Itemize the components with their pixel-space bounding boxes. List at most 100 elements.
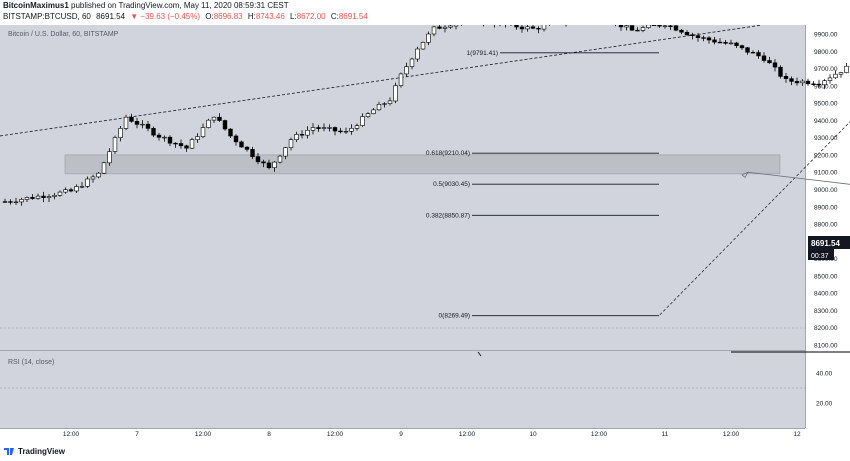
time-axis-ticks: 12:00 7 12:00 8 12:00 9 12:00 10 12:00 11 12:00 12 xyxy=(63,431,801,438)
author-name[interactable]: BitcoinMaximus1 xyxy=(3,1,69,10)
candle-body xyxy=(827,77,833,82)
candle-body xyxy=(112,137,118,152)
rsi-axis-ticks: 40.00 20.00 xyxy=(816,371,833,408)
candle-body xyxy=(530,26,536,29)
close-label: C: xyxy=(330,12,339,21)
close-value: 8691.54 xyxy=(338,12,368,21)
candle-body xyxy=(404,66,409,75)
price-tick-label: 9700.00 xyxy=(814,66,838,73)
price-tick-label: 8500.00 xyxy=(814,273,838,280)
candle-body xyxy=(167,136,173,144)
price-axis xyxy=(805,25,850,428)
candle-body xyxy=(833,73,838,79)
candle-body xyxy=(272,161,277,169)
candle-body xyxy=(805,80,811,85)
candle-body xyxy=(129,116,134,122)
price-tick-label: 9900.00 xyxy=(814,32,838,39)
zone-rect[interactable] xyxy=(64,154,781,175)
price-tick-label: 8800.00 xyxy=(814,222,838,229)
candle-body xyxy=(635,29,640,32)
fib-level-label: 0.5(9030.45) xyxy=(433,181,470,188)
price-tick-label: 8900.00 xyxy=(814,204,838,211)
price-tick-label: 8100.00 xyxy=(814,343,838,350)
candle-body xyxy=(294,134,299,140)
footer-brand[interactable]: TradingView xyxy=(18,447,65,456)
candle-body xyxy=(30,197,35,199)
candle-body xyxy=(651,24,657,26)
candle-body xyxy=(734,42,739,46)
candle-body xyxy=(19,199,24,203)
time-tick-label: 12:00 xyxy=(63,431,80,438)
fib-level-label: 1(9791.41) xyxy=(467,50,498,57)
high-value: 8743.46 xyxy=(255,12,285,21)
candle-body xyxy=(717,41,723,44)
rsi-title: RSI (14, close) xyxy=(8,359,54,366)
candle-body xyxy=(145,123,151,129)
candle-body xyxy=(844,65,849,73)
published-text: published on TradingView.com, May 11, 20… xyxy=(71,1,289,10)
candle-body xyxy=(811,83,816,85)
candle-body xyxy=(134,121,140,125)
candle-body xyxy=(255,156,261,163)
candle-body xyxy=(640,27,646,31)
footer: TradingView xyxy=(0,441,850,461)
price-tick-label: 9300.00 xyxy=(814,135,838,142)
candle-body xyxy=(772,62,778,68)
time-tick-label: 8 xyxy=(267,431,271,438)
price-tick-label: 9200.00 xyxy=(814,152,838,159)
time-tick-label: 11 xyxy=(662,431,669,438)
last-price: 8691.54 xyxy=(96,12,126,21)
candle-body xyxy=(767,60,772,64)
trendline-segment[interactable] xyxy=(0,24,761,137)
candle-body xyxy=(365,113,371,117)
candle-body xyxy=(822,80,827,86)
rsi-tick-label: 40.00 xyxy=(816,371,833,378)
candle-body xyxy=(200,127,206,137)
price-tick-label: 9500.00 xyxy=(814,101,838,108)
candle-body xyxy=(789,78,794,82)
candle-body xyxy=(673,25,679,31)
projection-arrow-line[interactable] xyxy=(747,171,850,238)
candle-body xyxy=(90,176,96,180)
open-label: O: xyxy=(205,12,214,21)
support-zone[interactable] xyxy=(64,154,781,175)
candle-body xyxy=(349,128,354,132)
price-tick-label: 9000.00 xyxy=(814,187,838,194)
fibonacci-retracement[interactable]: 1(9791.41) 0.618(9210.04) 0.5(9030.45) 0.38… xyxy=(426,50,850,320)
candle-body xyxy=(222,120,228,130)
candle-body xyxy=(420,41,426,50)
candle-body xyxy=(57,191,63,196)
price-tick-label: 9400.00 xyxy=(814,118,838,125)
fib-trend-line[interactable] xyxy=(658,53,850,316)
candle-body xyxy=(118,128,123,138)
candle-body xyxy=(536,27,541,30)
candle-body xyxy=(739,45,745,49)
candle-body xyxy=(668,25,673,27)
candle-body xyxy=(288,139,294,148)
candle-body xyxy=(376,104,382,111)
tradingview-logo-icon xyxy=(4,448,14,455)
candle-body xyxy=(63,189,68,193)
trendline[interactable] xyxy=(0,24,761,137)
rsi-pane-background xyxy=(0,351,805,428)
candle-body xyxy=(233,135,239,143)
rsi-line xyxy=(731,351,850,353)
countdown-label: 00:37 xyxy=(808,249,834,260)
price-tick-label: 8400.00 xyxy=(814,291,838,298)
candle-body xyxy=(393,85,398,102)
candle-body xyxy=(244,146,250,150)
candle-body xyxy=(431,26,437,35)
candle-body xyxy=(745,47,750,53)
candle-body xyxy=(2,201,8,203)
candle-body xyxy=(173,142,178,145)
candle-body xyxy=(415,48,420,60)
price-tick-label: 9600.00 xyxy=(814,83,838,90)
candle-body xyxy=(178,143,184,147)
candle-body xyxy=(299,134,305,136)
candle-body xyxy=(690,34,695,36)
candle-body xyxy=(684,31,690,36)
candle-body xyxy=(123,116,129,129)
candle-body xyxy=(354,125,360,129)
low-value: 8672.00 xyxy=(296,12,326,21)
